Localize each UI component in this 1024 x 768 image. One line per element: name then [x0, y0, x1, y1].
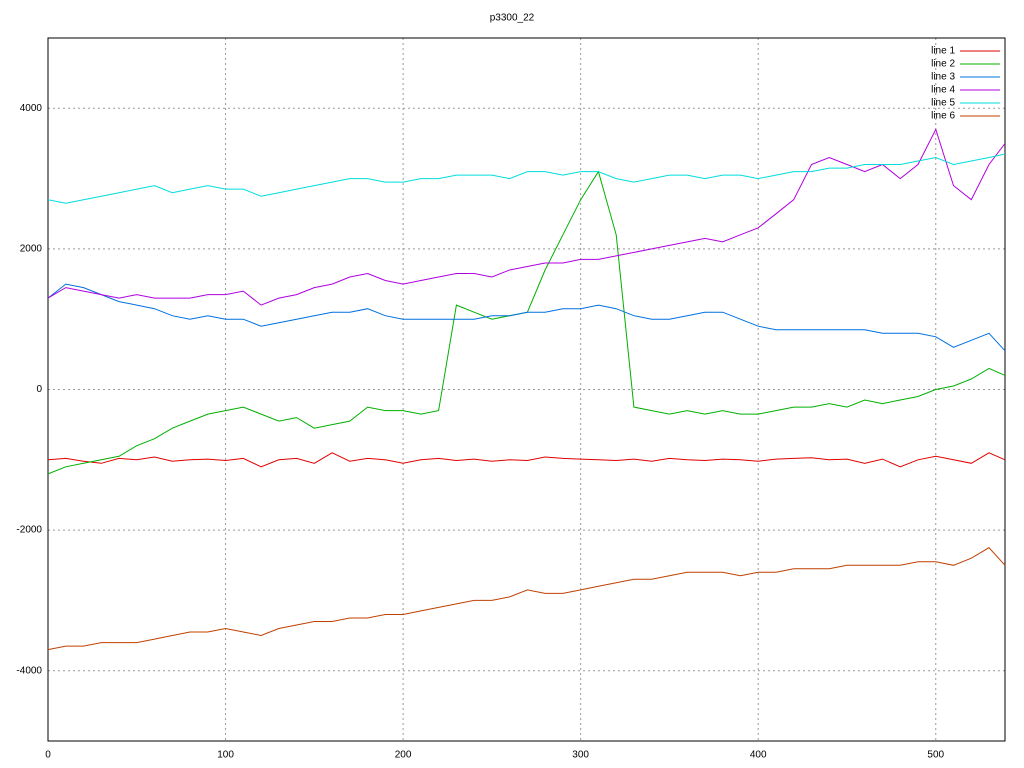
legend-label: line 2 — [931, 59, 955, 70]
series-line — [47, 153, 1006, 204]
series-line — [47, 547, 1006, 651]
legend-label: line 4 — [931, 85, 955, 96]
series-line — [47, 283, 1006, 352]
x-tick-label: 100 — [217, 750, 234, 761]
legend-label: line 3 — [931, 72, 955, 83]
x-tick-label: 400 — [750, 750, 767, 761]
y-tick-label: 2000 — [20, 244, 43, 255]
chart-title: p3300_22 — [490, 13, 535, 24]
y-tick-label: 0 — [36, 384, 42, 395]
x-tick-label: 200 — [395, 750, 412, 761]
legend-label: line 5 — [931, 98, 955, 109]
series-line — [47, 452, 1006, 468]
legend-label: line 1 — [931, 46, 955, 57]
series-line — [47, 128, 1006, 306]
y-tick-label: -4000 — [16, 665, 42, 676]
y-tick-label: 4000 — [20, 103, 43, 114]
plot-border — [47, 37, 1006, 742]
y-tick-label: -2000 — [16, 525, 42, 536]
x-tick-label: 500 — [927, 750, 944, 761]
x-tick-label: 0 — [45, 750, 51, 761]
x-tick-label: 300 — [572, 750, 589, 761]
legend-label: line 6 — [931, 111, 955, 122]
